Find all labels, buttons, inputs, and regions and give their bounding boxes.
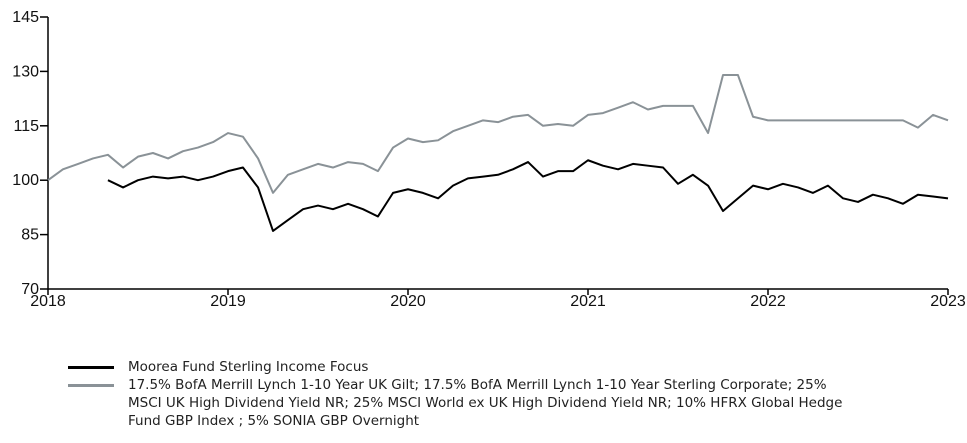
chart: 70 85 100 115 130 145 2018 2019 2020 2021 2022 2023 (12, 9, 966, 310)
y-tick-label: 130 (12, 63, 39, 80)
x-tick-label: 2018 (30, 293, 66, 310)
legend: Moorea Fund Sterling Income Focus 17.5% B… (68, 358, 948, 430)
legend-label: 17.5% BofA Merrill Lynch 1-10 Year UK Gi… (128, 377, 843, 429)
y-tick-label: 100 (12, 172, 39, 189)
x-tick-label: 2019 (210, 293, 246, 310)
legend-label: Moorea Fund Sterling Income Focus (128, 359, 369, 375)
y-tick-label: 115 (13, 118, 39, 135)
x-tick-label: 2021 (570, 293, 606, 310)
legend-entry: Moorea Fund Sterling Income Focus (68, 358, 948, 376)
series-line (47, 74, 949, 194)
y-tick-label: 70 (21, 281, 39, 298)
series-line (107, 159, 949, 232)
x-tick-label: 2023 (930, 293, 966, 310)
legend-entry: 17.5% BofA Merrill Lynch 1-10 Year UK Gi… (68, 376, 948, 430)
y-tick-label: 145 (12, 9, 39, 26)
y-tick-label: 85 (21, 227, 39, 244)
x-tick-label: 2020 (390, 293, 426, 310)
legend-swatch (68, 384, 114, 387)
x-tick-label: 2022 (750, 293, 786, 310)
legend-swatch (68, 366, 114, 369)
